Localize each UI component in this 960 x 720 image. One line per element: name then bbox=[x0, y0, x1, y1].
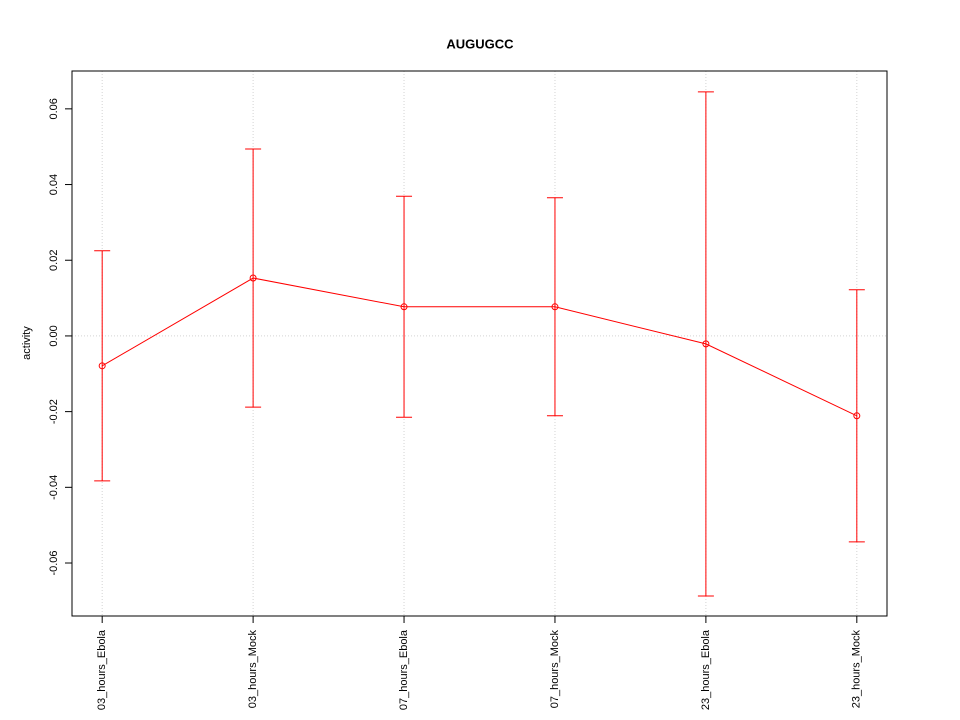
x-tick-label: 07_hours_Mock bbox=[549, 630, 561, 709]
x-tick-label: 07_hours_Ebola bbox=[398, 629, 410, 710]
x-tick-label: 23_hours_Mock bbox=[851, 630, 863, 709]
chart-title: AUGUGCC bbox=[446, 36, 514, 51]
y-tick-label: 0.06 bbox=[48, 98, 60, 119]
y-tick-label: 0.00 bbox=[48, 325, 60, 346]
y-tick-label: -0.06 bbox=[48, 550, 60, 575]
x-tick-label: 03_hours_Mock bbox=[247, 630, 259, 709]
error-bar bbox=[396, 195, 413, 418]
point bbox=[853, 412, 861, 420]
error-bar bbox=[245, 148, 262, 408]
x-tick-label: 03_hours_Ebola bbox=[96, 629, 108, 710]
point bbox=[551, 303, 559, 311]
point bbox=[400, 303, 408, 311]
x-tick-label: 23_hours_Ebola bbox=[700, 629, 712, 710]
y-tick-label: 0.02 bbox=[48, 250, 60, 271]
error-bar bbox=[697, 91, 714, 597]
error-bar bbox=[546, 197, 563, 417]
error-bar bbox=[848, 289, 865, 543]
series-line bbox=[101, 277, 858, 417]
plot-frame bbox=[71, 70, 888, 617]
point bbox=[702, 340, 710, 348]
y-tick-label: -0.02 bbox=[48, 399, 60, 424]
point bbox=[98, 362, 106, 370]
point bbox=[249, 274, 257, 282]
y-tick-label: -0.04 bbox=[48, 475, 60, 500]
error-bar bbox=[94, 250, 111, 482]
y-tick-label: 0.04 bbox=[48, 174, 60, 195]
y-axis-label: activity bbox=[21, 326, 33, 360]
